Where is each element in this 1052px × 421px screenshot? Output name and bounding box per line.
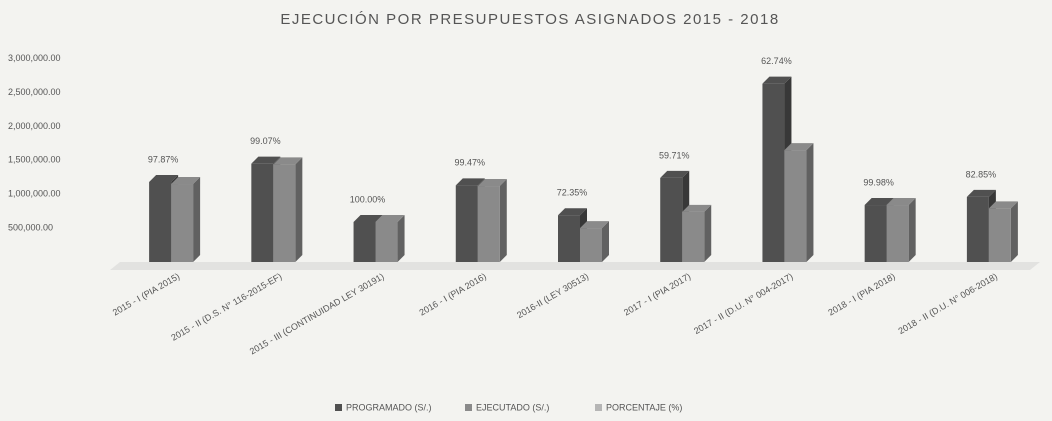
bar-side — [806, 143, 814, 262]
bar-top — [171, 177, 201, 185]
bar — [580, 228, 602, 262]
y-tick-label: 3,000,000.00 — [8, 53, 61, 63]
data-label: 99.07% — [250, 136, 281, 146]
bar-top — [784, 143, 814, 151]
bar-side — [1010, 201, 1018, 262]
bar-side — [397, 214, 405, 262]
bar — [273, 164, 296, 262]
legend-label: EJECUTADO (S/.) — [476, 402, 549, 412]
data-label: 72.35% — [557, 188, 588, 198]
bar-top — [966, 189, 996, 197]
bar — [353, 221, 376, 262]
legend-label: PORCENTAJE (%) — [606, 402, 682, 412]
legend-swatch — [335, 404, 342, 411]
y-tick-label: 500,000.00 — [8, 222, 53, 232]
bar-top — [149, 174, 179, 182]
bar — [660, 177, 683, 262]
bar-top — [762, 76, 792, 84]
floor — [110, 262, 1040, 270]
bar-side — [704, 204, 712, 262]
bar-top — [477, 179, 507, 187]
legend-swatch — [465, 404, 472, 411]
bar — [784, 150, 807, 262]
bar-top — [353, 214, 383, 222]
data-label: 99.98% — [863, 177, 894, 187]
bar-side — [499, 179, 507, 262]
bar — [886, 205, 909, 262]
y-tick-label: 2,000,000.00 — [8, 121, 61, 131]
bar-side — [295, 157, 303, 262]
y-tick-label: 1,000,000.00 — [8, 189, 61, 199]
y-tick-label: 1,500,000.00 — [8, 155, 61, 165]
bar-top — [988, 201, 1018, 209]
bar — [988, 208, 1011, 262]
bar — [375, 221, 398, 262]
data-label: 82.85% — [966, 169, 997, 179]
bar — [171, 184, 194, 262]
bar-top — [886, 198, 916, 206]
legend-label: PROGRAMADO (S/.) — [346, 402, 432, 412]
bar-top — [580, 221, 609, 229]
bar — [966, 196, 989, 262]
data-label: 99.47% — [455, 158, 486, 168]
bar — [455, 185, 478, 262]
bar-side — [602, 221, 609, 262]
bar-top — [660, 170, 690, 178]
bar-side — [908, 198, 916, 262]
bar-top — [864, 198, 894, 206]
bar-top — [375, 214, 405, 222]
bar-top — [273, 157, 303, 165]
bar-top — [455, 178, 485, 186]
data-label: 100.00% — [350, 194, 386, 204]
bar — [682, 211, 705, 262]
bar — [149, 181, 172, 262]
bar — [762, 83, 785, 262]
bar — [558, 215, 580, 262]
bar-top — [251, 156, 281, 164]
chart-title: EJECUCIÓN POR PRESUPUESTOS ASIGNADOS 201… — [280, 11, 779, 28]
bar — [251, 163, 274, 262]
legend-swatch — [595, 404, 602, 411]
bar — [864, 205, 887, 262]
bar-side — [193, 177, 201, 262]
data-label: 62.74% — [761, 56, 792, 66]
y-tick-label: 2,500,000.00 — [8, 87, 61, 97]
data-label: 97.87% — [148, 154, 179, 164]
bar — [477, 186, 500, 262]
bar-top — [682, 204, 712, 212]
bar-top — [558, 208, 587, 216]
data-label: 59.71% — [659, 150, 690, 160]
